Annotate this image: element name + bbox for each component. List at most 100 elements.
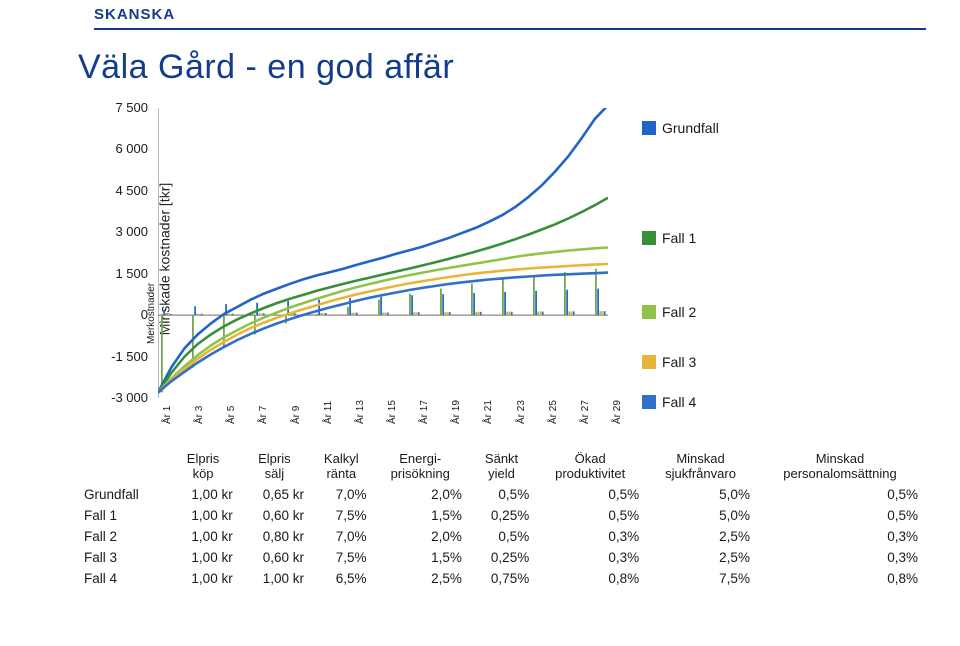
table-cell: 7,0% <box>310 526 373 547</box>
table-cell: 0,3% <box>756 547 924 568</box>
legend-swatch <box>642 395 656 409</box>
table-cell: 5,0% <box>645 484 756 505</box>
table-cell: 1,00 kr <box>167 526 238 547</box>
table-cell: 0,75% <box>468 568 535 589</box>
table-row: Fall 31,00 kr0,60 kr7,5%1,5%0,25%0,3%2,5… <box>78 547 924 568</box>
x-tick-label: År 9 <box>291 406 302 424</box>
x-tick-label: År 29 <box>612 400 623 424</box>
legend-item: Fall 1 <box>642 230 696 246</box>
table-cell: Fall 1 <box>78 505 167 526</box>
parameters-table: ElprisköpElprissäljKalkylräntaEnergi-pri… <box>78 448 924 589</box>
table-cell: 1,00 kr <box>167 568 238 589</box>
logo-text: SKANSKA <box>94 6 175 23</box>
table-header-cell: Elprisköp <box>167 448 238 484</box>
table-cell: 1,00 kr <box>167 547 238 568</box>
legend-swatch <box>642 121 656 135</box>
header-rule <box>94 28 926 30</box>
y-tick-label: 3 000 <box>115 224 148 239</box>
legend-label: Grundfall <box>662 120 719 136</box>
x-tick-label: År 25 <box>548 400 559 424</box>
table-header-cell: Elprissälj <box>239 448 310 484</box>
table-header-cell: Ökadproduktivitet <box>535 448 645 484</box>
legend-item: Fall 4 <box>642 394 696 410</box>
table-cell: Fall 3 <box>78 547 167 568</box>
table-cell: 0,80 kr <box>239 526 310 547</box>
x-tick-label: År 21 <box>483 400 494 424</box>
x-tick-label: År 19 <box>451 400 462 424</box>
table-cell: 2,5% <box>373 568 468 589</box>
table-cell: 0,60 kr <box>239 505 310 526</box>
legend-swatch <box>642 231 656 245</box>
table-cell: 0,5% <box>468 526 535 547</box>
x-ticks: År 1År 3År 5År 7År 9År 11År 13År 15År 17… <box>158 400 608 434</box>
table-cell: 1,00 kr <box>167 484 238 505</box>
legend-label: Fall 1 <box>662 230 696 246</box>
x-tick-label: År 5 <box>226 406 237 424</box>
table-header-row: ElprisköpElprissäljKalkylräntaEnergi-pri… <box>78 448 924 484</box>
table-cell: 0,5% <box>468 484 535 505</box>
table-header-cell: Kalkylränta <box>310 448 373 484</box>
legend-item: Fall 2 <box>642 304 696 320</box>
header-bar: SKANSKA <box>0 4 960 32</box>
table-cell: 0,5% <box>756 505 924 526</box>
table-cell: 1,00 kr <box>239 568 310 589</box>
table-cell: 1,5% <box>373 547 468 568</box>
table-cell: 2,0% <box>373 526 468 547</box>
y-ticks: 7 5006 0004 5003 0001 5000-1 500-3 000 <box>102 94 154 424</box>
table-cell: Grundfall <box>78 484 167 505</box>
y-tick-label: 1 500 <box>115 266 148 281</box>
y-tick-label: -3 000 <box>111 390 148 405</box>
legend: Grundfall Fall 1 Fall 2 Fall 3 Fall 4 <box>642 94 802 424</box>
table-cell: 0,25% <box>468 547 535 568</box>
table-cell: 7,0% <box>310 484 373 505</box>
table-cell: 1,5% <box>373 505 468 526</box>
page-title: Väla Gård - en god affär <box>78 48 454 87</box>
legend-item: Grundfall <box>642 120 719 136</box>
table-cell: 6,5% <box>310 568 373 589</box>
table-cell: 1,00 kr <box>167 505 238 526</box>
legend-label: Fall 2 <box>662 304 696 320</box>
table-cell: 0,3% <box>756 526 924 547</box>
table-header-cell: Energi-prisökning <box>373 448 468 484</box>
table-cell: 0,3% <box>535 526 645 547</box>
table-row: Fall 11,00 kr0,60 kr7,5%1,5%0,25%0,5%5,0… <box>78 505 924 526</box>
x-tick-label: År 11 <box>323 401 334 424</box>
table-body: Grundfall1,00 kr0,65 kr7,0%2,0%0,5%0,5%5… <box>78 484 924 589</box>
table-header-cell: Minskadpersonalomsättning <box>756 448 924 484</box>
table-cell: 2,5% <box>645 526 756 547</box>
table-header-cell: Sänktyield <box>468 448 535 484</box>
chart-plot <box>158 108 608 398</box>
table-cell: 2,0% <box>373 484 468 505</box>
y-tick-label: 4 500 <box>115 183 148 198</box>
table-row: Grundfall1,00 kr0,65 kr7,0%2,0%0,5%0,5%5… <box>78 484 924 505</box>
x-tick-label: År 17 <box>419 400 430 424</box>
table-cell: 0,8% <box>756 568 924 589</box>
x-tick-label: År 27 <box>580 400 591 424</box>
table-row: Fall 41,00 kr1,00 kr6,5%2,5%0,75%0,8%7,5… <box>78 568 924 589</box>
table-cell: 7,5% <box>310 547 373 568</box>
merkostnader-label: Merkostnader <box>146 283 157 344</box>
table-cell: 0,5% <box>535 484 645 505</box>
chart: Minskade kostnader [tkr] 7 5006 0004 500… <box>102 94 822 424</box>
legend-swatch <box>642 355 656 369</box>
table-cell: 0,60 kr <box>239 547 310 568</box>
table-cell: Fall 2 <box>78 526 167 547</box>
table-cell: 0,8% <box>535 568 645 589</box>
table-cell: Fall 4 <box>78 568 167 589</box>
table-cell: 7,5% <box>310 505 373 526</box>
table-cell: 0,5% <box>535 505 645 526</box>
table-cell: 0,25% <box>468 505 535 526</box>
legend-label: Fall 3 <box>662 354 696 370</box>
table-cell: 2,5% <box>645 547 756 568</box>
y-tick-label: 6 000 <box>115 141 148 156</box>
table-cell: 0,3% <box>535 547 645 568</box>
table-cell: 0,65 kr <box>239 484 310 505</box>
x-tick-label: År 3 <box>194 406 205 424</box>
legend-swatch <box>642 305 656 319</box>
x-tick-label: År 23 <box>516 400 527 424</box>
legend-item: Fall 3 <box>642 354 696 370</box>
table-row: Fall 21,00 kr0,80 kr7,0%2,0%0,5%0,3%2,5%… <box>78 526 924 547</box>
legend-label: Fall 4 <box>662 394 696 410</box>
table-cell: 0,5% <box>756 484 924 505</box>
table-header-cell: Minskadsjukfrånvaro <box>645 448 756 484</box>
